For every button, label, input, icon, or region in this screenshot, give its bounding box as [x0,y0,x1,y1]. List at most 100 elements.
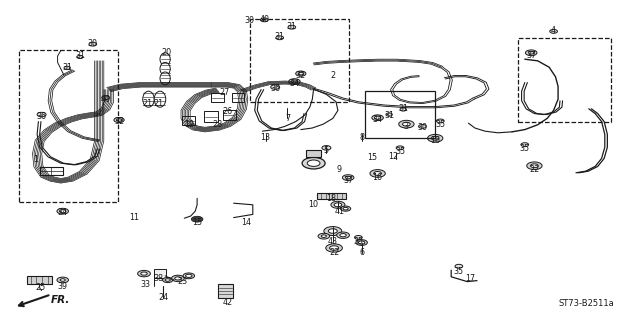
Text: 17: 17 [465,274,476,283]
Circle shape [89,42,97,46]
Bar [19,50,118,202]
Bar [317,193,346,199]
Circle shape [172,275,184,282]
Text: 3: 3 [404,122,409,131]
Bar [40,167,63,175]
Ellipse shape [154,91,166,107]
Circle shape [374,116,381,119]
Circle shape [370,170,385,177]
Circle shape [138,270,150,277]
Circle shape [163,277,173,283]
Circle shape [296,71,306,76]
Circle shape [289,79,300,84]
Text: 35: 35 [395,148,405,156]
Text: 6: 6 [359,248,364,257]
Circle shape [318,233,330,239]
Circle shape [321,235,326,237]
Circle shape [298,72,303,75]
Text: 42: 42 [222,298,232,307]
Bar [223,110,236,120]
Circle shape [322,146,331,150]
Text: 22: 22 [329,248,339,257]
Circle shape [114,117,124,123]
Circle shape [326,244,342,252]
Text: 7: 7 [285,114,291,123]
Bar [218,284,233,298]
Circle shape [328,229,337,233]
Text: 35: 35 [353,237,364,246]
Circle shape [521,143,529,147]
Text: 12: 12 [388,152,399,161]
Circle shape [428,134,443,142]
Bar [232,93,244,102]
Text: 16: 16 [430,136,440,145]
Circle shape [57,208,68,214]
Text: 30: 30 [244,16,255,25]
Circle shape [334,203,342,207]
Circle shape [550,29,557,33]
Circle shape [165,279,170,281]
Circle shape [141,272,147,275]
Text: 37: 37 [343,176,353,185]
Text: 31: 31 [384,111,394,120]
Ellipse shape [160,53,170,66]
Circle shape [355,236,362,239]
Text: 41: 41 [334,207,344,216]
Text: 15: 15 [192,218,202,227]
Bar [27,276,52,284]
Circle shape [77,55,83,59]
Ellipse shape [160,72,170,85]
Text: 31: 31 [75,52,85,60]
Circle shape [374,172,381,175]
Bar [306,150,321,157]
Circle shape [191,216,203,222]
Circle shape [529,52,534,54]
Text: FR.: FR. [51,295,70,305]
Circle shape [346,176,351,179]
Ellipse shape [160,62,170,75]
Circle shape [175,277,181,280]
Text: 35: 35 [454,268,464,276]
Circle shape [324,227,342,236]
Circle shape [343,207,348,210]
Circle shape [531,164,538,168]
Text: 36: 36 [36,112,47,121]
Text: 23: 23 [177,277,188,286]
Text: 1: 1 [33,156,38,164]
Circle shape [340,206,351,211]
Text: 32: 32 [114,117,124,126]
Text: 25: 25 [35,284,45,292]
Text: 36: 36 [270,84,280,93]
Text: 14: 14 [241,218,252,227]
Circle shape [399,120,414,128]
Circle shape [291,80,298,83]
Text: 31: 31 [287,22,297,31]
Circle shape [436,119,444,123]
Text: 11: 11 [129,213,140,222]
Bar [182,116,195,125]
Text: 34: 34 [372,116,383,124]
Circle shape [400,108,406,111]
Circle shape [102,96,109,100]
Circle shape [386,113,392,116]
Text: 20: 20 [161,48,172,57]
Circle shape [356,240,367,245]
Text: 13: 13 [260,133,271,142]
Text: 31: 31 [62,63,72,72]
Text: 22: 22 [529,165,540,174]
Circle shape [419,124,426,128]
Circle shape [60,279,65,281]
Circle shape [455,264,463,268]
Text: 16: 16 [372,173,383,182]
Text: 18: 18 [326,194,336,203]
Text: 19: 19 [184,120,194,129]
Text: 4: 4 [551,26,556,35]
Text: 31: 31 [275,32,285,41]
Circle shape [340,234,346,237]
Text: 2: 2 [330,71,335,80]
Text: 33: 33 [141,280,151,289]
Circle shape [186,274,192,277]
Text: 26: 26 [222,108,232,116]
Text: 21: 21 [142,100,152,108]
Text: ST73-B2511a: ST73-B2511a [559,299,614,308]
